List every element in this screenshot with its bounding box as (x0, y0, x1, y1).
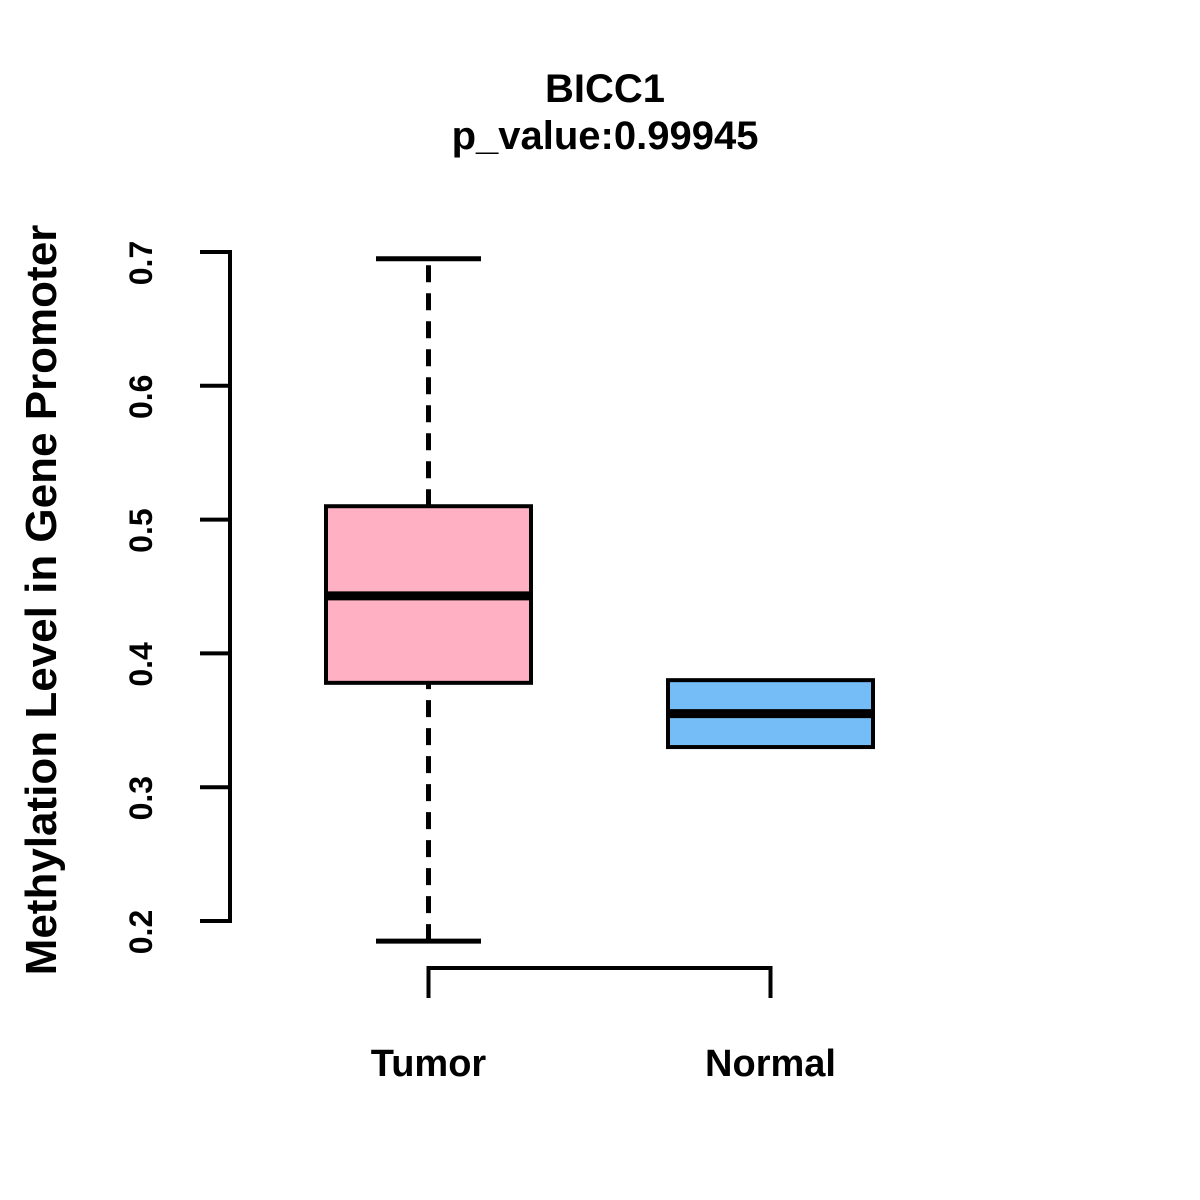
y-axis-tick-label: 0.2 (123, 910, 159, 954)
x-axis-category-label: Tumor (371, 1043, 487, 1085)
y-axis-tick-label: 0.5 (123, 508, 159, 552)
y-axis-tick-label: 0.3 (123, 776, 159, 820)
y-axis-tick-label: 0.4 (123, 642, 159, 687)
y-axis-tick-label: 0.7 (123, 241, 159, 285)
chart-title-block: BICC1 p_value:0.99945 (5, 66, 1200, 160)
chart-title: BICC1 (544, 67, 666, 111)
x-axis-category-label: Normal (705, 1043, 836, 1085)
chart-subtitle: p_value:0.99945 (451, 114, 759, 158)
y-axis-tick-label: 0.6 (123, 375, 159, 419)
